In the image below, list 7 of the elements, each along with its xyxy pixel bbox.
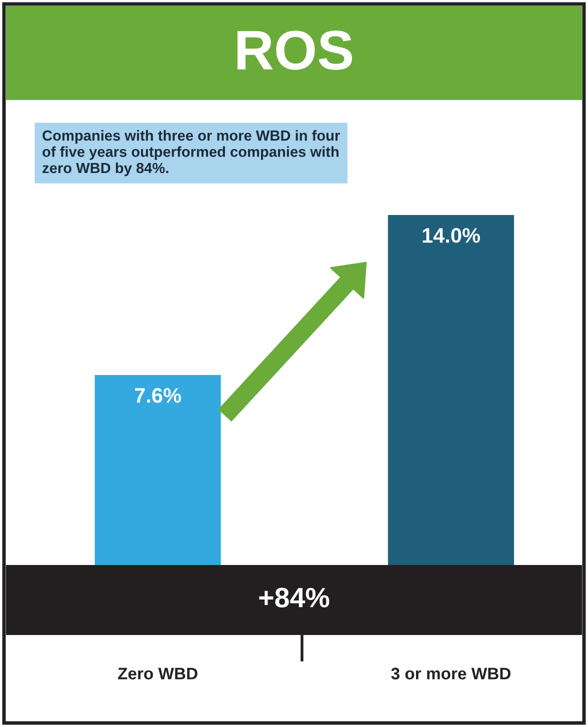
annotation: Companies with three or more WBD in four of five years outperformed companies with zero WBD by 84%. — [42, 130, 340, 176]
data-label: 7.6% — [134, 388, 181, 403]
x-tick-label: 3 or more WBD — [391, 668, 510, 680]
text: +84% — [259, 588, 330, 608]
x-tick-label: Zero WBD — [118, 668, 198, 680]
chart-title: ROS — [238, 30, 352, 70]
data-label: 14.0% — [422, 228, 480, 243]
